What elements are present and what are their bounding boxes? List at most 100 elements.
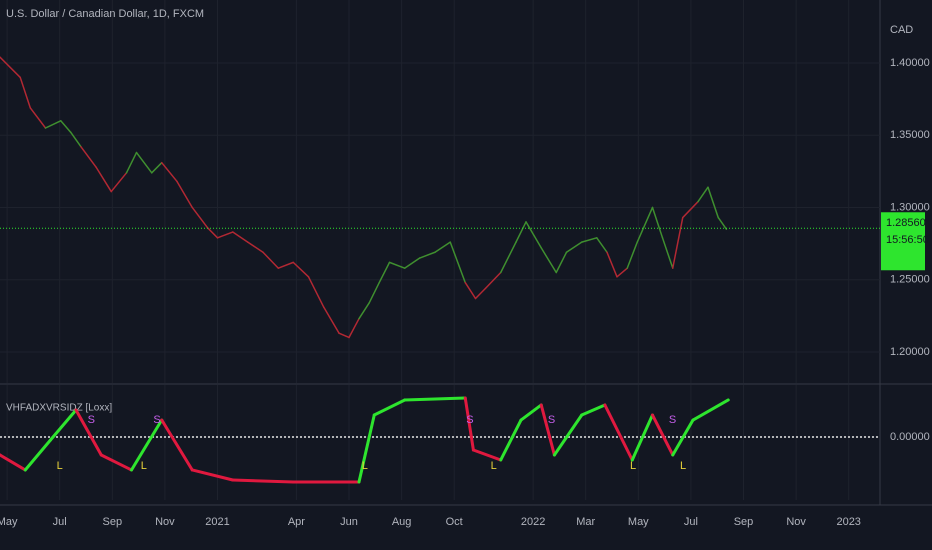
x-tick-label: Oct — [446, 516, 463, 528]
y-tick-label: 0.00000 — [890, 431, 930, 443]
y-tick-label: 1.30000 — [890, 201, 930, 213]
last-price-box — [881, 212, 925, 271]
line-segment — [232, 231, 249, 243]
line-segment — [160, 161, 178, 183]
line-segment — [74, 408, 103, 457]
line-segment — [500, 241, 517, 274]
line-segment — [0, 56, 22, 79]
line-segment — [69, 131, 82, 148]
line-segment — [60, 120, 72, 134]
line-segment — [463, 396, 475, 452]
line-segment — [357, 413, 376, 484]
line-segment — [378, 261, 391, 284]
line-segment — [499, 418, 523, 462]
line-segment — [672, 216, 684, 269]
line-segment — [23, 438, 52, 472]
last-price-label: 1.28560 — [886, 217, 926, 229]
line-segment — [358, 302, 371, 320]
line-segment — [519, 403, 543, 422]
line-segment — [471, 448, 503, 462]
line-segment — [135, 151, 153, 174]
line-segment — [403, 396, 467, 402]
line-segment — [580, 403, 607, 417]
line-segment — [176, 180, 194, 209]
line-segment — [697, 186, 709, 203]
line-segment — [246, 241, 264, 254]
line-segment — [307, 276, 325, 308]
line-segment — [707, 186, 720, 219]
line-segment — [539, 403, 556, 457]
line-segment — [110, 172, 128, 193]
line-segment — [651, 413, 675, 457]
line-segment — [474, 287, 487, 300]
line-segment — [48, 408, 78, 442]
x-tick-label: Nov — [786, 516, 806, 528]
line-segment — [555, 251, 568, 274]
line-segment — [525, 221, 543, 249]
line-segment — [581, 237, 598, 243]
countdown-label: 15:56:50 — [886, 234, 929, 246]
line-segment — [418, 251, 436, 259]
y-tick-label: 1.35000 — [890, 129, 930, 141]
signal-label: L — [362, 460, 368, 472]
line-segment — [552, 413, 584, 457]
line-segment — [323, 306, 340, 334]
y-tick-label: 1.20000 — [890, 346, 930, 358]
line-segment — [603, 403, 634, 462]
signal-label: S — [669, 414, 676, 426]
line-segment — [434, 241, 452, 254]
y-tick-label: 1.40000 — [890, 57, 930, 69]
line-segment — [262, 251, 280, 269]
line-segment — [190, 468, 235, 482]
line-segment — [216, 231, 234, 239]
signal-label: S — [466, 414, 473, 426]
line-segment — [449, 241, 466, 284]
line-segment — [348, 317, 360, 339]
x-tick-label: Jun — [340, 516, 358, 528]
line-segment — [484, 271, 502, 290]
line-segment — [540, 247, 557, 274]
line-segment — [630, 413, 655, 462]
line-segment — [595, 237, 608, 254]
indicator-title: VHFADXVRSIDZ [Loxx] — [6, 403, 112, 414]
chart-title: U.S. Dollar / Canadian Dollar, 1D, FXCM — [6, 8, 204, 20]
line-segment — [616, 267, 629, 278]
line-segment — [681, 200, 699, 219]
line-segment — [19, 76, 31, 109]
x-tick-label: Sep — [734, 516, 754, 528]
signal-label: L — [630, 460, 636, 472]
line-segment — [626, 241, 639, 269]
signal-label: L — [57, 460, 63, 472]
x-tick-label: May — [628, 516, 649, 528]
line-segment — [151, 161, 163, 174]
line-segment — [372, 398, 407, 417]
line-segment — [651, 206, 664, 239]
x-tick-label: Aug — [392, 516, 412, 528]
y-axis-label: CAD — [890, 24, 913, 36]
line-segment — [277, 261, 294, 269]
x-tick-label: Apr — [288, 516, 305, 528]
line-segment — [160, 418, 194, 472]
y-tick-label: 1.25000 — [890, 274, 930, 286]
line-segment — [44, 120, 62, 129]
x-tick-label: 2021 — [205, 516, 229, 528]
line-segment — [671, 418, 695, 457]
line-segment — [515, 221, 527, 243]
x-tick-label: 2022 — [521, 516, 545, 528]
line-segment — [95, 166, 112, 193]
signal-label: S — [88, 414, 95, 426]
line-segment — [99, 453, 134, 472]
line-segment — [691, 398, 730, 422]
x-tick-label: May — [0, 516, 18, 528]
line-segment — [206, 226, 219, 239]
line-segment — [717, 216, 728, 230]
line-segment — [388, 261, 406, 269]
signal-label: S — [548, 414, 555, 426]
x-tick-label: Sep — [103, 516, 123, 528]
signal-label: L — [491, 460, 497, 472]
line-segment — [130, 418, 164, 472]
line-segment — [191, 206, 209, 229]
line-segment — [125, 151, 138, 174]
